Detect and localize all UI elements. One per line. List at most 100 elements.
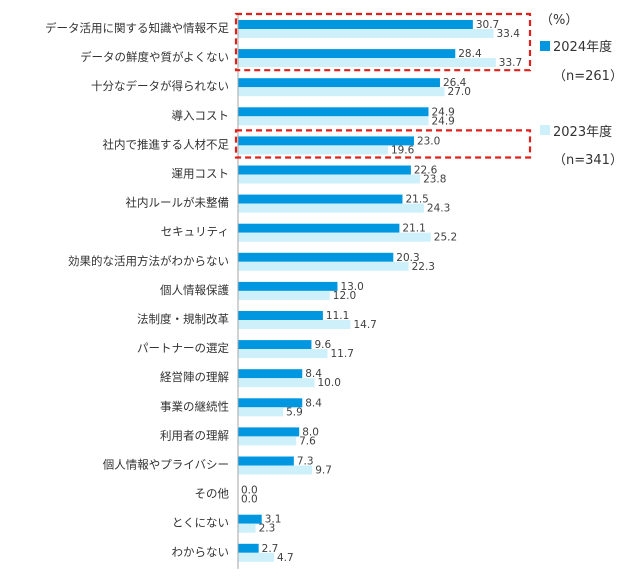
bar-2023	[238, 145, 388, 155]
value-label-2024: 30.7	[476, 19, 499, 31]
category-label: 効果的な活用方法がわからない	[68, 254, 229, 268]
value-label-2024: 23.0	[417, 135, 440, 147]
legend-swatch-2023	[540, 125, 550, 135]
value-label-2023: 5.9	[286, 406, 303, 418]
bar-2024	[238, 427, 300, 437]
bar-2024	[238, 78, 440, 88]
category-label: 十分なデータが得られない	[91, 79, 229, 93]
bar-2023	[238, 203, 424, 213]
bar-2024	[238, 49, 456, 59]
value-label-2024: 21.5	[405, 194, 428, 206]
bar-2024	[238, 165, 411, 175]
legend: （%） 2024年度 （n=261） 2023年度 （n=341）	[540, 13, 623, 168]
legend-n-2023: （n=341）	[553, 153, 623, 168]
category-label: 導入コスト	[172, 108, 230, 122]
value-label-2024: 9.6	[314, 339, 331, 351]
bar-2023	[238, 290, 330, 300]
value-label-2023: 9.7	[315, 465, 332, 477]
bar-2024	[238, 398, 303, 408]
value-label-2023: 27.0	[448, 86, 471, 98]
value-label-2024: 7.3	[297, 456, 314, 468]
legend-n-2024: （n=261）	[553, 69, 623, 84]
category-label: 利用者の理解	[160, 428, 229, 442]
category-label: 法制度・規制改革	[137, 312, 229, 326]
bar-2023	[238, 29, 494, 38]
value-label-2024: 8.0	[302, 426, 319, 438]
value-label-2024: 21.1	[402, 223, 425, 235]
value-label-2024: 0.0	[241, 485, 258, 497]
bar-2023	[238, 174, 421, 184]
bar-2023	[238, 465, 313, 475]
value-label-2024: 8.4	[305, 397, 322, 409]
value-label-2024: 28.4	[458, 48, 482, 60]
category-labels: データ活用に関する知識や情報不足データの鮮度や質がよくない十分なデータが得られな…	[45, 21, 229, 559]
category-label: 個人情報保護	[160, 283, 229, 297]
value-label-2023: 24.3	[427, 203, 450, 215]
value-label-2023: 2.3	[259, 523, 276, 535]
legend-label-2023: 2023年度	[553, 124, 612, 140]
bars	[238, 20, 496, 562]
value-label-2024: 2.7	[262, 543, 279, 555]
bar-2024	[238, 223, 400, 233]
bar-2024	[238, 20, 473, 29]
value-label-2024: 11.1	[326, 310, 349, 322]
value-label-2024: 13.0	[340, 281, 363, 293]
bar-2024	[238, 136, 414, 146]
category-label: 運用コスト	[172, 167, 230, 181]
value-label-2023: 12.0	[333, 290, 356, 302]
category-label: パートナーの選定	[137, 341, 229, 355]
category-label: 経営陣の理解	[160, 370, 229, 384]
category-label: とくにない	[172, 516, 229, 530]
legend-swatch-2024	[540, 41, 550, 51]
value-label-2024: 26.4	[443, 77, 467, 89]
bar-2023	[238, 232, 431, 242]
value-label-2023: 14.7	[353, 319, 376, 331]
value-label-2023: 33.4	[497, 28, 521, 40]
value-label-2023: 11.7	[331, 348, 354, 360]
value-label-2024: 20.3	[396, 252, 419, 264]
bar-2024	[238, 281, 338, 291]
bar-2024	[238, 107, 429, 117]
bar-2024	[238, 311, 323, 320]
bar-2023	[238, 116, 429, 126]
bar-2024	[238, 340, 312, 350]
bar-2024	[238, 543, 259, 553]
category-label: セキュリティ	[161, 225, 229, 239]
bar-2023	[238, 87, 445, 97]
bar-2024	[238, 514, 262, 524]
highlight-box	[234, 12, 532, 72]
value-label-2024: 22.6	[414, 165, 438, 177]
value-label-2023: 7.6	[299, 435, 316, 447]
value-label-2023: 25.2	[434, 232, 457, 244]
unit-label: （%）	[540, 13, 578, 28]
bar-2023	[238, 261, 409, 271]
value-label-2024: 24.9	[431, 106, 454, 118]
value-label-2023: 10.0	[318, 377, 341, 389]
bar-2023	[238, 58, 496, 68]
bar-2024	[238, 456, 294, 466]
bar-2023	[238, 436, 297, 446]
legend-label-2024: 2024年度	[553, 39, 612, 55]
highlight-boxes	[234, 12, 532, 159]
bar-2023	[238, 523, 256, 533]
category-label: 事業の継続性	[160, 399, 229, 413]
value-label-2024: 3.1	[265, 514, 282, 526]
bar-2024	[238, 194, 403, 204]
value-label-2023: 0.0	[241, 494, 258, 506]
category-label: 社内ルールが未整備	[126, 196, 230, 210]
value-label-2024: 8.4	[305, 368, 322, 380]
value-label-2023: 4.7	[277, 552, 294, 564]
bar-2023	[238, 552, 274, 562]
bar-2023	[238, 378, 315, 388]
value-label-2023: 19.6	[391, 144, 415, 156]
category-label: わからない	[172, 545, 230, 559]
category-label: 社内で推進する人材不足	[103, 137, 230, 151]
category-label: その他	[195, 487, 230, 501]
value-label-2023: 23.8	[423, 174, 446, 186]
value-label-2023: 22.3	[412, 261, 435, 273]
bar-2023	[238, 349, 328, 359]
bar-2024	[238, 252, 394, 262]
value-label-2023: 24.9	[431, 115, 454, 127]
bar-2023	[238, 320, 351, 329]
